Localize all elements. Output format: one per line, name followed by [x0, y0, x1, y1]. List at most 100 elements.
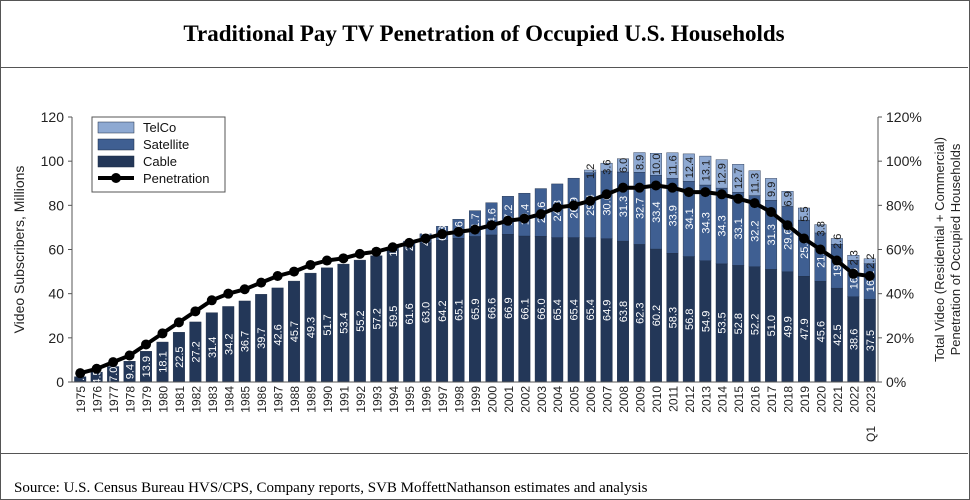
- data-label: 45.6: [815, 321, 827, 342]
- page-title: Traditional Pay TV Penetration of Occupi…: [0, 0, 968, 68]
- x-tick-label: 1996: [420, 386, 434, 413]
- x-tick-label: 1981: [173, 386, 187, 413]
- legend-swatch: [97, 121, 135, 134]
- x-tick-label: 1984: [222, 386, 236, 413]
- y2-axis-title: Penetration of Occupied Households: [948, 143, 963, 355]
- legend-label: Satellite: [143, 137, 189, 152]
- y-tick-label: 100: [41, 153, 65, 169]
- data-label: 33.1: [733, 218, 745, 239]
- penetration-point: [223, 288, 234, 299]
- penetration-point: [749, 198, 760, 209]
- penetration-point: [173, 317, 184, 328]
- penetration-point: [256, 277, 267, 288]
- x-tick-label: 2016: [749, 386, 763, 413]
- penetration-point: [864, 271, 875, 281]
- data-label: 57.2: [371, 308, 383, 329]
- data-label: 2.2: [865, 254, 877, 269]
- data-label: 65.9: [470, 299, 482, 320]
- penetration-point: [716, 189, 727, 200]
- data-label: 31.4: [207, 337, 219, 358]
- penetration-point: [190, 306, 201, 317]
- data-label: 8.9: [634, 155, 646, 170]
- data-label: 5.5: [799, 206, 811, 221]
- penetration-point: [766, 206, 777, 217]
- penetration-point: [650, 180, 661, 191]
- penetration-point: [272, 271, 283, 281]
- data-label: 12.4: [684, 157, 696, 178]
- data-label: 33.9: [667, 205, 679, 226]
- y-tick-label: 20: [48, 330, 64, 346]
- legend-label: Penetration: [143, 171, 210, 186]
- data-label: 51.0: [766, 315, 778, 336]
- data-label: 30.6: [602, 194, 614, 215]
- y2-tick-label: 60%: [886, 242, 914, 258]
- x-tick-label: 2000: [485, 386, 499, 413]
- data-label: 7.0: [108, 367, 120, 382]
- penetration-point: [289, 266, 300, 277]
- penetration-point: [75, 368, 86, 379]
- x-tick-label: 1976: [91, 386, 105, 413]
- y-tick-label: 40: [48, 286, 64, 302]
- data-label: 42.6: [273, 324, 285, 345]
- data-label: 9.4: [125, 364, 137, 379]
- x-tick-label: 2008: [617, 386, 631, 413]
- data-label: 65.4: [552, 299, 564, 320]
- telco-bar: [600, 162, 613, 172]
- data-label: 11.6: [667, 155, 679, 176]
- x-tick-label: 1977: [107, 386, 121, 413]
- x-tick-label: 2017: [765, 386, 779, 413]
- data-label: 31.3: [618, 196, 630, 217]
- penetration-point: [700, 187, 711, 198]
- x-tick-label: 2006: [584, 386, 598, 413]
- penetration-point: [568, 200, 579, 211]
- penetration-point: [601, 189, 612, 200]
- penetration-point: [371, 246, 382, 257]
- data-label: 65.1: [454, 299, 466, 320]
- penetration-point: [798, 233, 809, 244]
- data-label: 34.2: [223, 334, 235, 355]
- x-tick-label: 1993: [370, 386, 384, 413]
- penetration-point: [831, 255, 842, 266]
- data-label: 33.4: [651, 201, 663, 222]
- penetration-point: [618, 182, 629, 193]
- data-label: 3.6: [602, 159, 614, 174]
- telco-bar: [798, 207, 810, 221]
- legend: TelCo Satellite Cable Penetration: [91, 116, 226, 193]
- x-tick-label: 2005: [568, 386, 582, 413]
- penetration-point: [486, 220, 497, 231]
- legend-label: Cable: [143, 154, 177, 169]
- x-tick-label: 2003: [535, 386, 549, 413]
- penetration-point: [634, 182, 645, 193]
- x-tick-label: 1989: [305, 386, 319, 413]
- x-tick-label: 2023: [864, 386, 878, 413]
- axes: 0 20 40 60 80 100 120 0% 20% 40% 60% 80% 100% 120% Vid…: [11, 109, 963, 442]
- x-tick-label: 1990: [321, 386, 335, 413]
- data-label: 55.2: [355, 310, 367, 331]
- y2-tick-label: 100%: [886, 153, 922, 169]
- y2-tick-label: 40%: [886, 286, 914, 302]
- y2-tick-label: 120%: [886, 109, 922, 125]
- x-tick-label: 2013: [699, 386, 713, 413]
- bar-labels: 2.4 4.5 7.0 9.4 13.9 18.1 22.5 27.2 31.4 34.2 36.7…: [75, 154, 877, 387]
- x-tick-label: 2012: [683, 386, 697, 413]
- penetration-point: [848, 268, 859, 279]
- x-tick-label: 1982: [189, 386, 203, 413]
- data-label: 49.9: [783, 316, 795, 337]
- legend-swatch: [97, 138, 135, 151]
- penetration-point: [502, 215, 513, 226]
- x-tick-label: 1985: [239, 386, 253, 413]
- y2-tick-label: 0%: [886, 374, 906, 390]
- data-label: 10.0: [651, 154, 663, 175]
- data-label: 2.6: [832, 234, 844, 249]
- telco-bar: [830, 238, 843, 245]
- penetration-point: [585, 195, 596, 206]
- x-tick-label: 1999: [469, 386, 483, 413]
- telco-bar: [781, 190, 794, 207]
- data-label: 63.0: [421, 302, 433, 323]
- x-tick-label: 1994: [387, 386, 401, 413]
- legend-label: TelCo: [143, 120, 176, 135]
- data-label: 66.0: [536, 298, 548, 319]
- x-tick-label: 2019: [798, 386, 812, 413]
- data-label: 47.9: [799, 318, 811, 339]
